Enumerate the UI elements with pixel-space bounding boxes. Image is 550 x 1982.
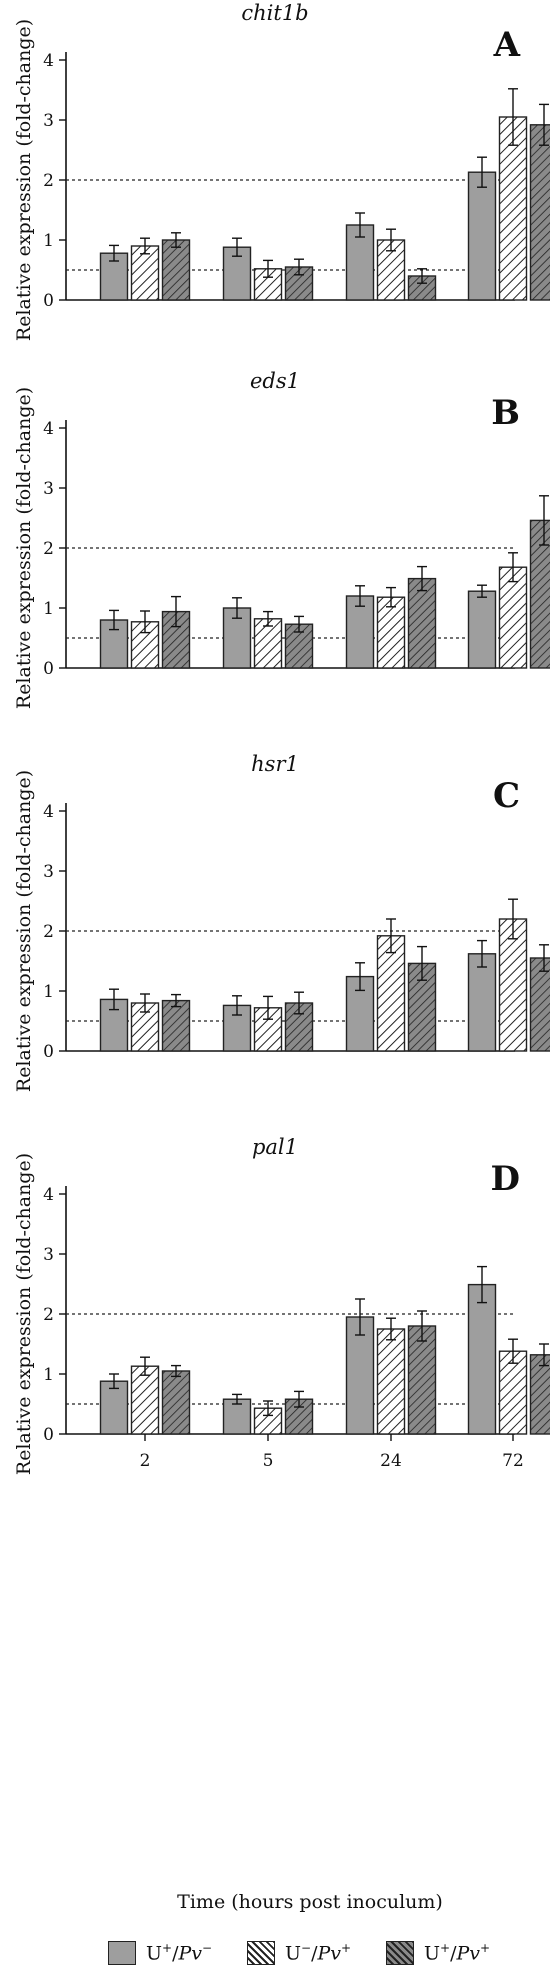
legend-label-s3: U+/Pv+ <box>424 1941 491 1965</box>
y-tick-label: 4 <box>43 419 54 439</box>
x-tick-label: 72 <box>502 1451 524 1471</box>
panel-label: B <box>491 393 520 433</box>
bar-s2-24 <box>376 935 406 1052</box>
legend-item-s2: U−/Pv+ <box>247 1938 351 1968</box>
bar-s3-2 <box>161 999 191 1052</box>
bar-s2-2 <box>130 1365 160 1435</box>
y-tick-label: 3 <box>43 111 54 131</box>
bar-s2-24 <box>376 596 406 669</box>
chart-panel-C: hsr1 C Relative expression (fold-change) 0 1… <box>13 752 550 1092</box>
bar-s3-24 <box>407 577 437 669</box>
bar-s3-72 <box>529 124 550 301</box>
bar-s3-2 <box>161 239 191 301</box>
bar-s3-72 <box>529 957 550 1052</box>
chart-title: chit1b <box>241 1 308 25</box>
bar-s1-72 <box>467 953 497 1052</box>
panel-label: C <box>493 776 520 816</box>
x-axis-label: Time (hours post inoculum) <box>177 1891 443 1913</box>
bar-s2-5 <box>253 618 283 669</box>
bar-s2-72 <box>498 918 528 1052</box>
x-tick-label: 5 <box>263 1451 274 1471</box>
y-tick-label: 0 <box>43 1425 54 1445</box>
y-tick-label: 3 <box>43 479 54 499</box>
chart-panels: chit1b A Relative expression (fold-change)… <box>13 1 550 1475</box>
legend-swatch-s3 <box>386 1941 414 1965</box>
y-tick-label: 2 <box>43 539 54 559</box>
y-tick-label: 2 <box>43 922 54 942</box>
x-tick-label: 2 <box>140 1451 151 1471</box>
y-tick-label: 0 <box>43 659 54 679</box>
y-axis-label: Relative expression (fold-change) <box>13 1153 35 1475</box>
bar-s1-72 <box>467 590 497 669</box>
bar-s2-2 <box>130 1002 160 1052</box>
y-tick-label: 0 <box>43 1042 54 1062</box>
y-tick-label: 1 <box>43 1365 54 1385</box>
chart-title: hsr1 <box>251 752 299 776</box>
bar-s2-72 <box>498 116 528 301</box>
chart-panel-D: pal1 D Relative expression (fold-change) 0 1… <box>13 1135 550 1475</box>
x-tick-label: 24 <box>380 1451 402 1471</box>
y-tick-label: 2 <box>43 171 54 191</box>
chart-panel-B: eds1 B Relative expression (fold-change) 0 1… <box>13 369 550 709</box>
bar-s3-72 <box>529 519 550 669</box>
panel-label: A <box>493 25 521 65</box>
y-tick-label: 3 <box>43 862 54 882</box>
bar-s1-72 <box>467 171 497 301</box>
y-tick-label: 1 <box>43 982 54 1002</box>
y-axis-label: Relative expression (fold-change) <box>13 770 35 1092</box>
bar-s3-24 <box>407 1325 437 1435</box>
bar-s2-72 <box>498 566 528 669</box>
y-tick-label: 1 <box>43 599 54 619</box>
legend-label-s1: U+/Pv− <box>146 1941 213 1965</box>
panel-label: D <box>491 1159 520 1199</box>
bar-s1-2 <box>99 1380 129 1435</box>
y-tick-label: 0 <box>43 291 54 311</box>
legend-swatch-s1 <box>108 1941 136 1965</box>
legend-item-s1: U+/Pv− <box>108 1938 212 1968</box>
y-tick-label: 4 <box>43 51 54 71</box>
legend-label-s2: U−/Pv+ <box>285 1941 352 1965</box>
legend-swatch-s2 <box>247 1941 275 1965</box>
bar-s1-72 <box>467 1283 497 1435</box>
y-tick-label: 4 <box>43 1185 54 1205</box>
bar-s1-24 <box>345 1316 375 1435</box>
chart-title: eds1 <box>250 369 300 393</box>
y-axis-label: Relative expression (fold-change) <box>13 387 35 709</box>
y-tick-label: 4 <box>43 802 54 822</box>
chart-panel-A: chit1b A Relative expression (fold-change)… <box>13 1 550 341</box>
chart-title: pal1 <box>252 1135 298 1159</box>
bar-s1-5 <box>222 1398 252 1435</box>
legend: U+/Pv− U−/Pv+ U+/Pv+ <box>0 1938 550 1972</box>
y-tick-label: 2 <box>43 1305 54 1325</box>
y-tick-label: 3 <box>43 1245 54 1265</box>
bar-s2-24 <box>376 1328 406 1435</box>
y-tick-label: 1 <box>43 231 54 251</box>
bar-s3-72 <box>529 1354 550 1435</box>
y-axis-label: Relative expression (fold-change) <box>13 19 35 341</box>
legend-item-s3: U+/Pv+ <box>386 1938 490 1968</box>
bar-s3-2 <box>161 1370 191 1435</box>
